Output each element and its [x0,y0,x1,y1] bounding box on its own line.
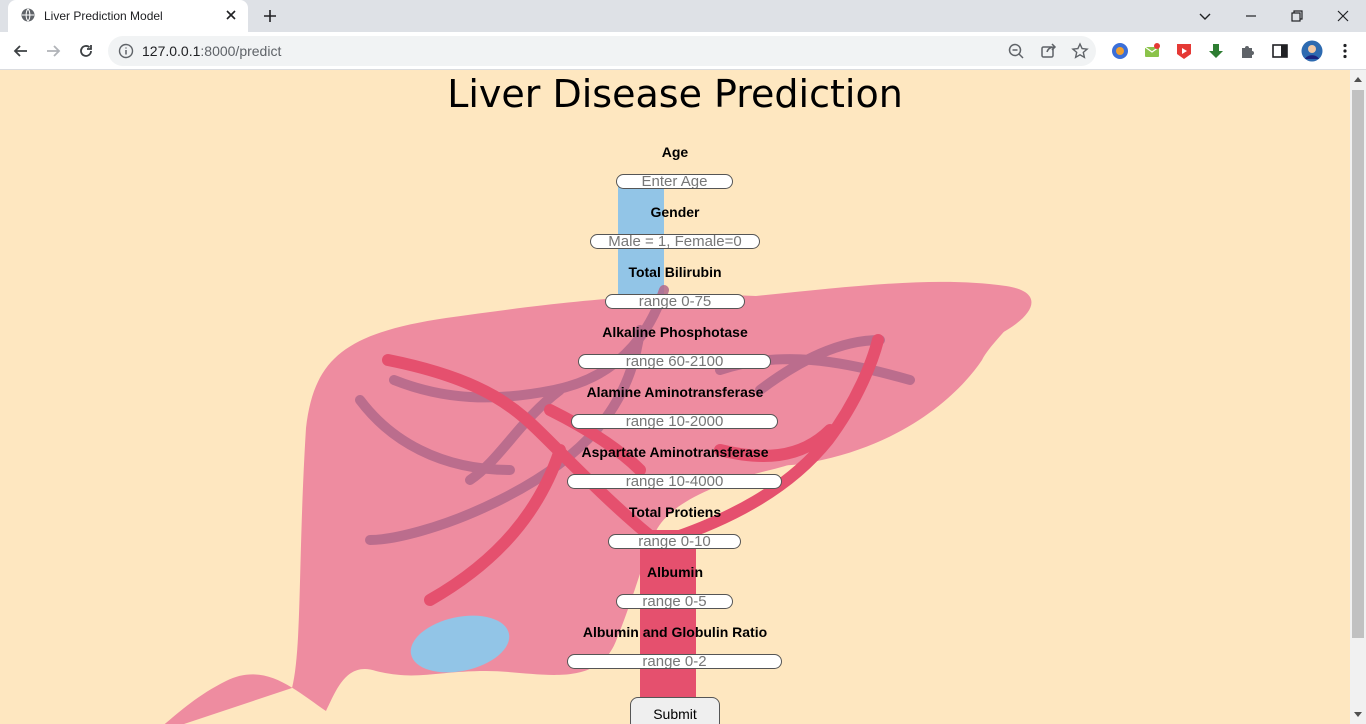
extension-mail-icon[interactable] [1142,41,1162,61]
total-bilirubin-input[interactable] [605,294,745,309]
zoom-icon[interactable] [1006,41,1026,61]
total-protiens-label: Total Protiens [628,504,722,520]
alamine-aminotransferase-label: Alamine Aminotransferase [586,384,764,400]
back-icon[interactable] [11,41,31,61]
close-icon[interactable] [223,7,239,23]
total-protiens-input[interactable] [608,534,741,549]
age-label: Age [661,144,689,160]
ag-ratio-label: Albumin and Globulin Ratio [582,624,768,640]
extension-red-icon[interactable] [1174,41,1194,61]
alkaline-phosphotase-input[interactable] [578,354,771,369]
total-bilirubin-label: Total Bilirubin [628,264,722,280]
url-host: 127.0.0.1 [142,43,201,59]
menu-kebab-icon[interactable] [1335,41,1355,61]
ag-ratio-input[interactable] [567,654,782,669]
page-viewport: Liver Disease Prediction Age Gender Tota… [0,70,1350,724]
aspartate-aminotransferase-input[interactable] [567,474,782,489]
globe-icon [21,8,35,22]
alkaline-phosphotase-label: Alkaline Phosphotase [602,324,748,340]
bookmark-star-icon[interactable] [1070,41,1090,61]
side-panel-icon[interactable] [1270,41,1290,61]
url-path: :8000/predict [200,43,282,59]
aspartate-aminotransferase-label: Aspartate Aminotransferase [581,444,769,460]
gender-label: Gender [650,204,700,220]
tab-strip: Liver Prediction Model [0,0,1366,32]
new-tab-icon[interactable] [261,7,279,25]
age-input[interactable] [616,174,733,189]
url-text: 127.0.0.1:8000/predict [142,43,281,59]
profile-avatar[interactable] [1301,40,1323,62]
alamine-aminotransferase-input[interactable] [571,414,778,429]
albumin-label: Albumin [647,564,703,580]
address-bar[interactable]: 127.0.0.1:8000/predict [108,36,1096,66]
share-icon[interactable] [1038,41,1058,61]
tab-search-icon[interactable] [1195,6,1215,26]
browser-toolbar: 127.0.0.1:8000/predict [0,32,1366,70]
scroll-thumb[interactable] [1352,90,1364,638]
minimize-icon[interactable] [1241,6,1261,26]
submit-button[interactable]: Submit [630,697,720,724]
browser-tab[interactable]: Liver Prediction Model [8,0,248,32]
page-title: Liver Disease Prediction [447,72,903,116]
extensions-puzzle-icon[interactable] [1238,41,1258,61]
reload-icon[interactable] [76,41,96,61]
scroll-up-icon[interactable] [1354,76,1362,82]
scroll-down-icon[interactable] [1354,712,1362,718]
albumin-input[interactable] [616,594,733,609]
restore-icon[interactable] [1287,6,1307,26]
vertical-scrollbar[interactable] [1350,70,1366,724]
site-info-icon[interactable] [118,43,134,59]
extension-blue-icon[interactable] [1110,41,1130,61]
tab-title: Liver Prediction Model [44,9,163,23]
gender-input[interactable] [590,234,760,249]
forward-icon[interactable] [43,41,63,61]
download-icon[interactable] [1206,41,1226,61]
window-close-icon[interactable] [1333,6,1353,26]
